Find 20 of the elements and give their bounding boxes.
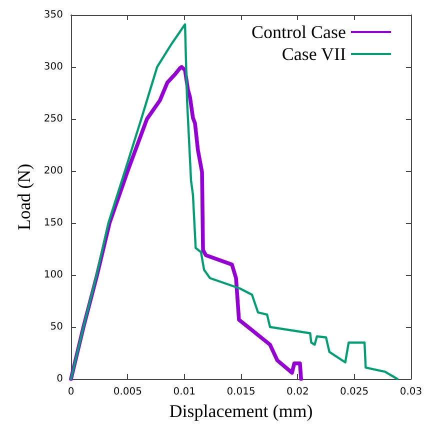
- legend-label: Control Case: [252, 22, 346, 42]
- x-axis-title: Displacement (mm): [169, 400, 313, 421]
- x-tick-label: 0.02: [286, 386, 309, 398]
- y-tick-label: 0: [56, 374, 63, 384]
- y-tick-label: 350: [44, 10, 63, 20]
- line-series: [70, 23, 398, 380]
- x-tick-label: 0.01: [173, 386, 196, 398]
- x-tick-label: 0.005: [113, 386, 142, 398]
- y-tick-label: 200: [44, 166, 63, 176]
- y-tick-label: 300: [44, 62, 63, 72]
- x-tick-label: 0: [68, 386, 74, 398]
- x-tick-label: 0.025: [340, 386, 369, 398]
- y-tick-label: 50: [50, 322, 63, 332]
- y-tick-label: 250: [44, 114, 63, 124]
- y-axis-title: Load (N): [14, 164, 34, 230]
- legend-label: Case VII: [282, 44, 346, 64]
- x-tick-label: 0.015: [226, 386, 256, 398]
- x-tick-label: 0.03: [400, 386, 422, 398]
- y-tick-label: 100: [44, 270, 63, 280]
- y-tick-label: 150: [44, 218, 63, 228]
